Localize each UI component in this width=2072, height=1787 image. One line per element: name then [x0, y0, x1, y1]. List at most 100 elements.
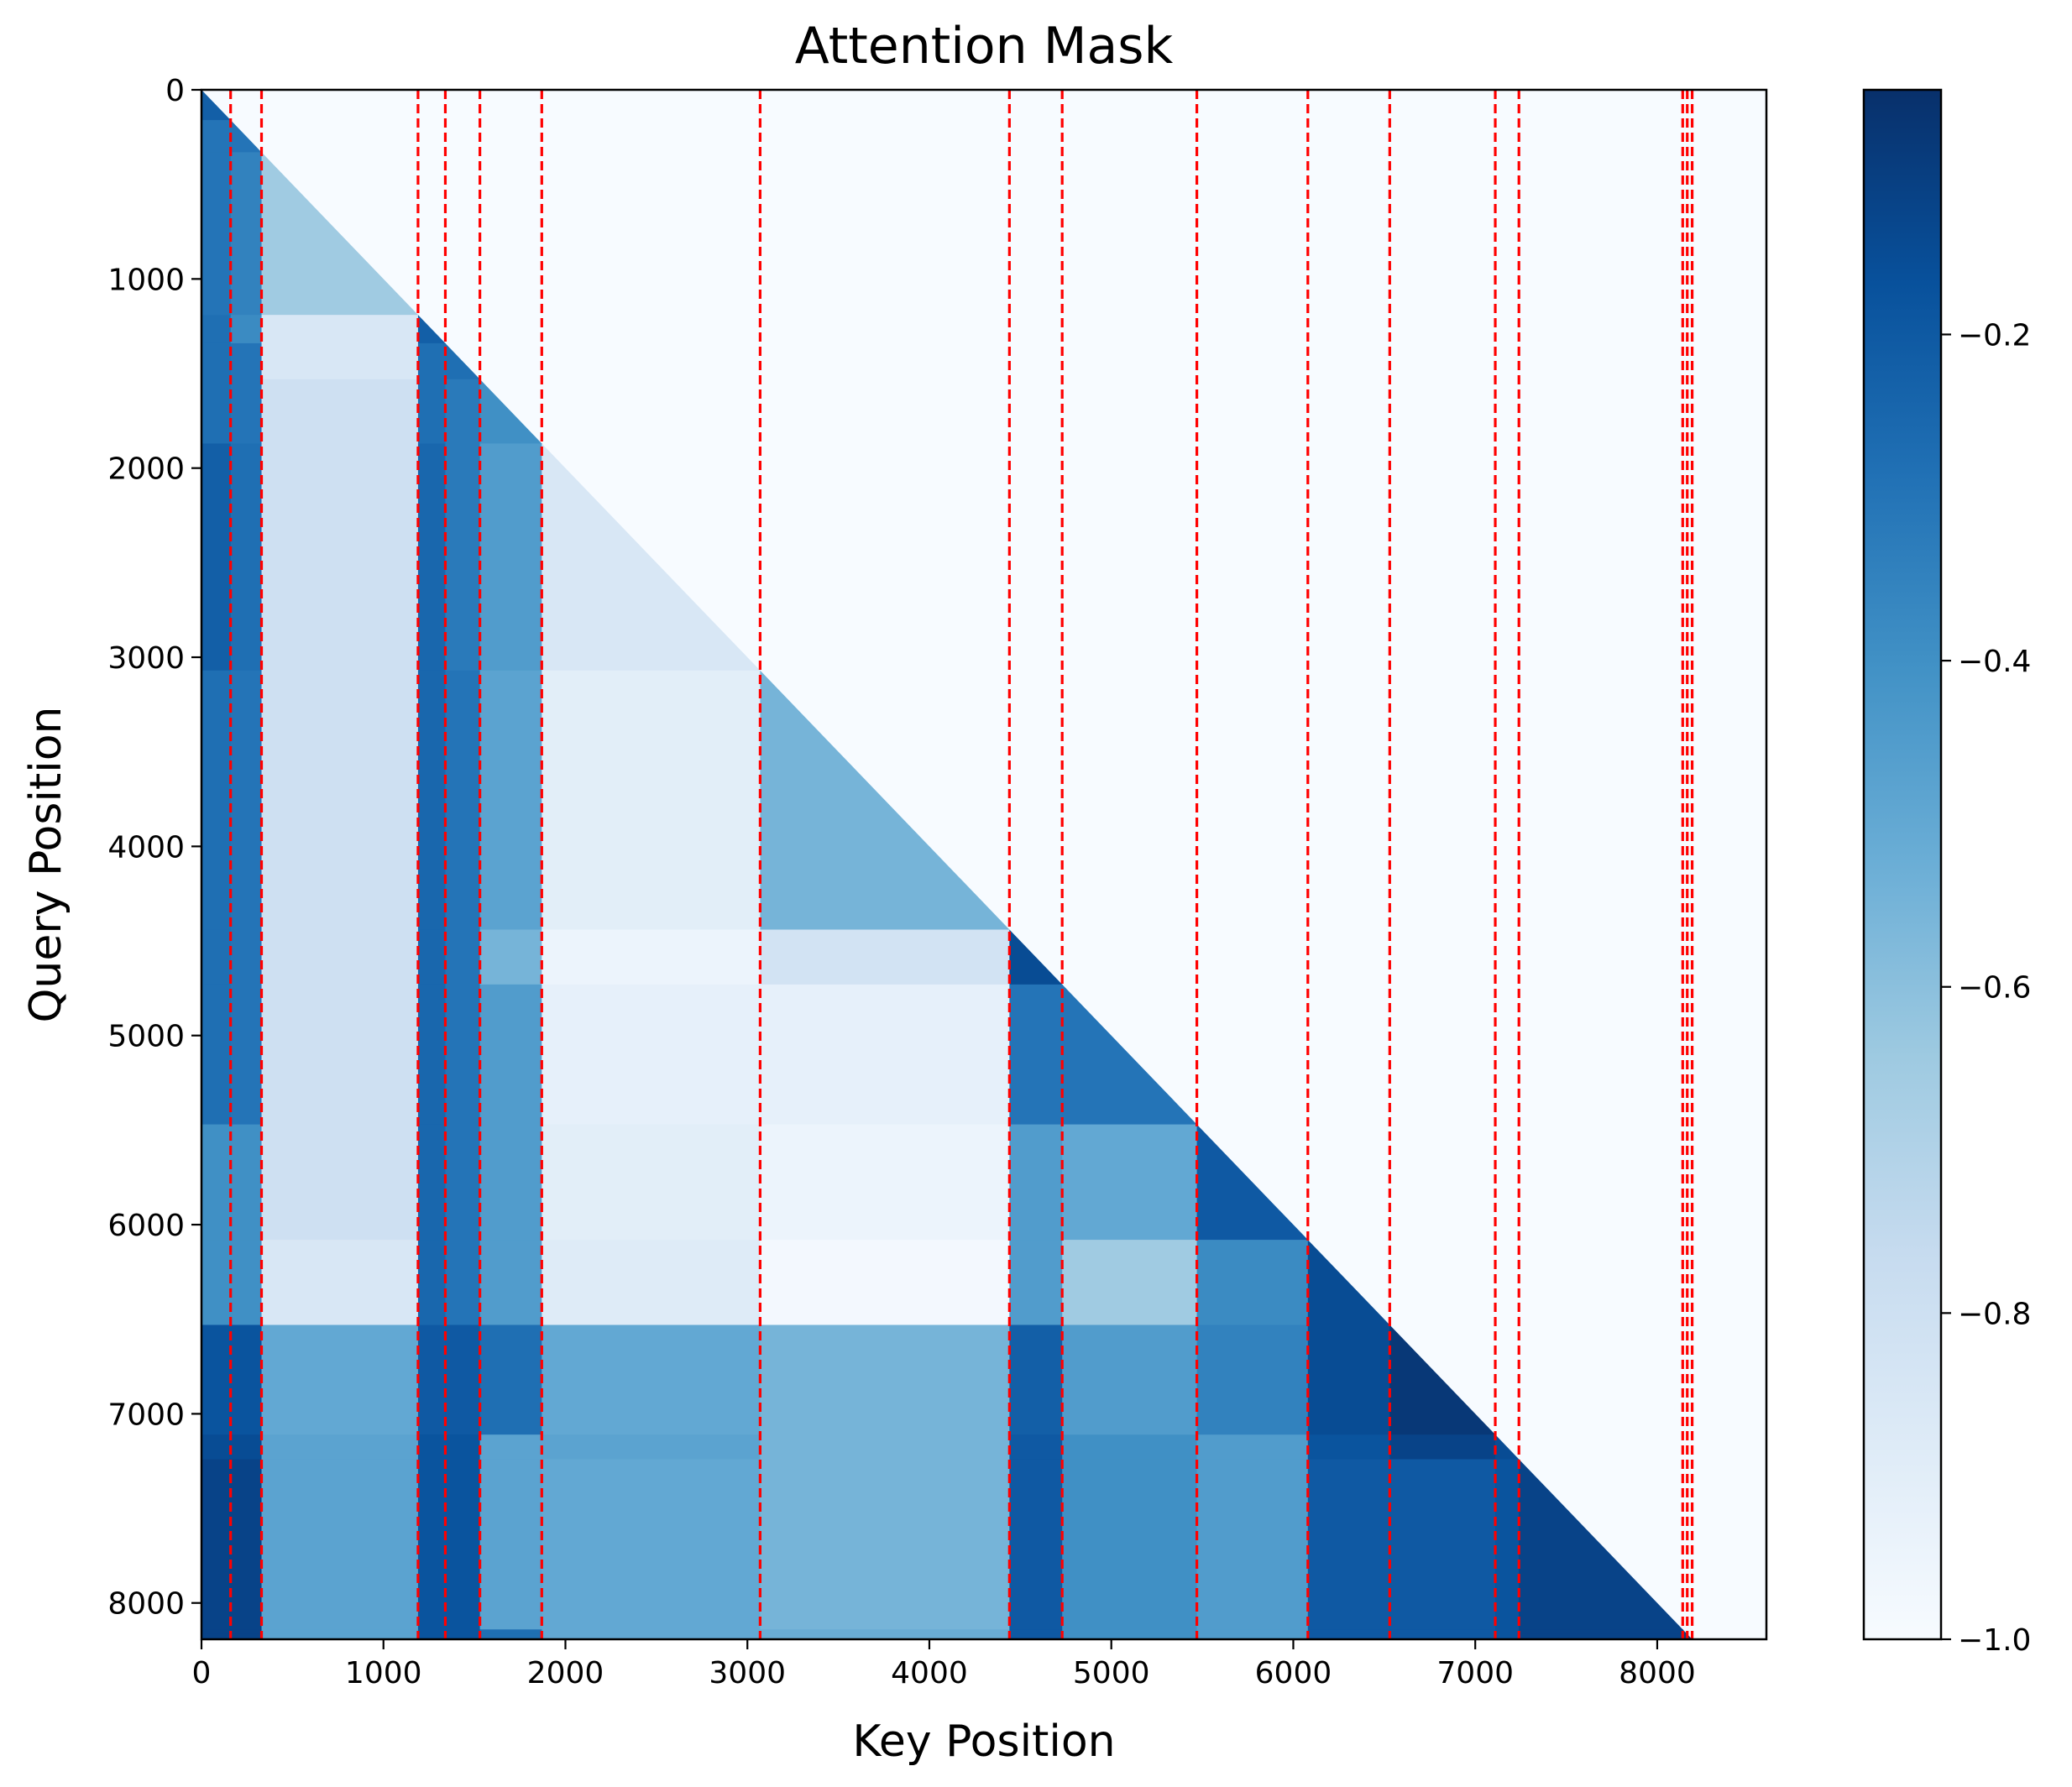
heatmap-cell: [445, 984, 481, 1126]
heatmap-cell: [201, 1325, 232, 1435]
colorbar-gradient: [1864, 90, 1941, 1639]
x-axis-ticks: 0 1000 2000 3000 4000 5000 6000 7000 8000: [192, 1639, 1696, 1690]
heatmap-cell: [445, 1240, 481, 1326]
heatmap-cell: [445, 1325, 481, 1435]
heatmap-cell: [542, 443, 761, 671]
heatmap-cell: [542, 1434, 761, 1460]
heatmap-cell: [261, 1325, 419, 1435]
y-axis-label: Query Position: [21, 706, 71, 1022]
heatmap-cell: [201, 1434, 232, 1460]
heatmap-cell: [230, 315, 263, 344]
heatmap-cell: [230, 1434, 263, 1460]
heatmap-cell: [201, 1459, 232, 1630]
heatmap-cell: [1307, 1325, 1390, 1435]
heatmap-cell: [417, 1633, 447, 1639]
y-tick-label: 2000: [107, 452, 185, 487]
heatmap-cell: [201, 315, 232, 344]
colorbar-tick-label: −0.4: [1958, 645, 2031, 679]
heatmap-cell: [760, 929, 1010, 985]
heatmap-cell: [261, 1124, 419, 1241]
heatmap-cell: [1495, 1633, 1520, 1639]
heatmap-cell: [201, 152, 232, 316]
heatmap-cell: [760, 1459, 1010, 1630]
heatmap-cell: [479, 1325, 542, 1435]
heatmap-cell: [445, 1124, 481, 1241]
heatmap-cell: [201, 1629, 232, 1635]
heatmap-cell: [261, 1240, 419, 1326]
heatmap-cell: [230, 1240, 263, 1326]
y-tick-label: 6000: [107, 1209, 185, 1243]
y-tick-label: 5000: [107, 1020, 185, 1054]
heatmap-cell: [479, 929, 542, 985]
heatmap-cell: [230, 1629, 263, 1635]
heatmap-cell: [230, 342, 263, 380]
heatmap-cell: [1307, 1633, 1390, 1639]
y-axis-ticks: 0 1000 2000 3000 4000 5000 6000 7000 8000: [107, 74, 201, 1622]
heatmap-cell: [417, 1629, 447, 1635]
x-tick-label: 3000: [709, 1656, 786, 1690]
heatmap-cell: [201, 670, 232, 931]
heatmap-cell: [1196, 1240, 1309, 1326]
heatmap-cell: [542, 984, 761, 1126]
heatmap-cell: [1196, 1325, 1309, 1435]
heatmap-cell: [261, 1633, 419, 1639]
heatmap-cell: [1307, 1434, 1390, 1460]
heatmap-cell: [230, 1459, 263, 1630]
heatmap-cell: [479, 984, 542, 1126]
heatmap-cell: [201, 984, 232, 1126]
heatmap-cell: [1495, 1459, 1520, 1630]
heatmap-cell: [261, 670, 419, 931]
heatmap-cell: [261, 1434, 419, 1460]
y-tick-label: 7000: [107, 1398, 185, 1432]
heatmap-cell: [445, 1434, 481, 1460]
heatmap-cell: [1682, 1633, 1688, 1639]
heatmap-cell: [417, 1124, 447, 1241]
heatmap-cell: [1062, 1240, 1198, 1326]
heatmap-cell: [261, 929, 419, 985]
x-tick-label: 7000: [1436, 1656, 1514, 1690]
heatmap-cell: [230, 120, 263, 153]
heatmap-cell: [201, 1240, 232, 1326]
heatmap-cell: [542, 929, 761, 985]
heatmap-cell: [445, 379, 481, 444]
heatmap-cell: [1519, 1459, 1683, 1630]
heatmap-cell: [261, 984, 419, 1126]
heatmap-cell: [201, 929, 232, 985]
heatmap-cell: [479, 443, 542, 671]
colorbar-frame: [1862, 88, 1943, 1641]
heatmap-cell: [542, 1124, 761, 1241]
heatmap-cell: [1389, 1629, 1496, 1635]
heatmap-cell: [760, 1629, 1010, 1635]
heatmap-cell: [445, 670, 481, 931]
heatmap-cell: [1389, 1325, 1496, 1435]
heatmap-cell: [1009, 984, 1063, 1126]
heatmap-cell: [1196, 1629, 1309, 1635]
heatmap-cell: [417, 1434, 447, 1460]
heatmap-cell: [230, 379, 263, 444]
heatmap-cell: [417, 1325, 447, 1435]
heatmap-cell: [445, 1459, 481, 1630]
heatmap-cell: [201, 120, 232, 153]
heatmap-cell: [1389, 1434, 1496, 1460]
heatmap-cell: [230, 984, 263, 1126]
heatmap-cell: [1389, 1633, 1496, 1639]
heatmap-cell: [201, 379, 232, 444]
heatmap-cell: [417, 670, 447, 931]
x-tick-label: 5000: [1073, 1656, 1150, 1690]
heatmap-cell: [261, 152, 419, 316]
heatmap-cell: [417, 342, 447, 380]
heatmap-cell: [261, 1629, 419, 1635]
heatmap-cell: [1009, 1240, 1063, 1326]
heatmap-cell: [479, 670, 542, 931]
heatmap-cell: [230, 152, 263, 316]
x-tick-label: 6000: [1255, 1656, 1332, 1690]
colorbar-tick-label: −0.6: [1958, 971, 2031, 1006]
heatmap-cell: [445, 443, 481, 671]
heatmap-cell: [445, 1633, 481, 1639]
heatmap-cell: [417, 1459, 447, 1630]
y-tick-label: 0: [165, 74, 185, 108]
heatmap-cell: [417, 315, 447, 344]
heatmap-cell: [1196, 1124, 1309, 1241]
heatmap-cell: [1389, 1459, 1496, 1630]
heatmap-cell: [445, 1629, 481, 1635]
